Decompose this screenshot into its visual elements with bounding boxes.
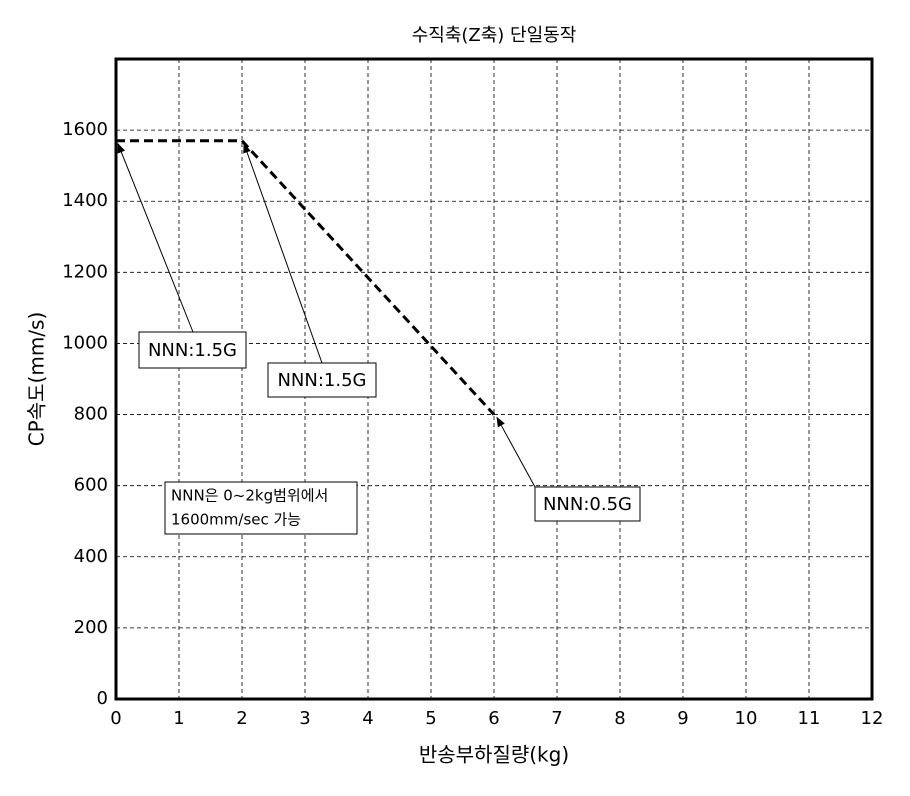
y-tick-label: 0 bbox=[97, 688, 108, 709]
x-tick-label: 10 bbox=[735, 708, 758, 729]
x-tick-label: 3 bbox=[299, 708, 310, 729]
chart-title: 수직축(Z축) 단일동작 bbox=[412, 25, 577, 46]
x-tick-label: 5 bbox=[425, 708, 436, 729]
y-tick-label: 1600 bbox=[62, 119, 108, 140]
note-box bbox=[164, 481, 358, 535]
y-tick-label: 400 bbox=[74, 546, 108, 567]
y-axis-label: CP속도(mm/s) bbox=[25, 312, 49, 447]
plot-frame bbox=[114, 57, 874, 701]
y-tick-label: 1400 bbox=[62, 190, 108, 211]
x-tick-label: 11 bbox=[798, 708, 821, 729]
x-tick-label: 6 bbox=[488, 708, 499, 729]
x-tick-label: 9 bbox=[677, 708, 688, 729]
annotation-text: NNN:1.5G bbox=[148, 340, 237, 361]
annotation-box bbox=[534, 486, 641, 522]
x-tick-label: 7 bbox=[551, 708, 562, 729]
y-tick-label: 600 bbox=[74, 475, 108, 496]
x-tick-label: 4 bbox=[362, 708, 373, 729]
annotation-text: NNN:0.5G bbox=[543, 494, 632, 515]
x-tick-label: 1 bbox=[173, 708, 184, 729]
annotation-box bbox=[267, 362, 377, 398]
x-tick-label: 0 bbox=[110, 708, 121, 729]
y-tick-label: 1000 bbox=[62, 332, 108, 353]
x-tick-label: 8 bbox=[614, 708, 625, 729]
y-tick-label: 800 bbox=[74, 404, 108, 425]
annotation-arrow bbox=[496, 416, 536, 488]
y-tick-label: 1200 bbox=[62, 261, 108, 282]
y-tick-label: 200 bbox=[74, 617, 108, 638]
annotation-arrow bbox=[117, 142, 194, 333]
x-tick-label: 12 bbox=[861, 708, 884, 729]
annotation-box bbox=[138, 331, 247, 369]
note-text: 1600mm/sec 가능 bbox=[171, 511, 301, 529]
x-tick-label: 2 bbox=[236, 708, 247, 729]
annotation-text: NNN:1.5G bbox=[277, 370, 366, 391]
note-text: NNN은 0~2kg범위에서 bbox=[171, 487, 328, 505]
annotation-arrow bbox=[243, 142, 323, 364]
x-axis-label: 반송부하질량(kg) bbox=[419, 743, 569, 767]
data-line bbox=[116, 139, 496, 416]
